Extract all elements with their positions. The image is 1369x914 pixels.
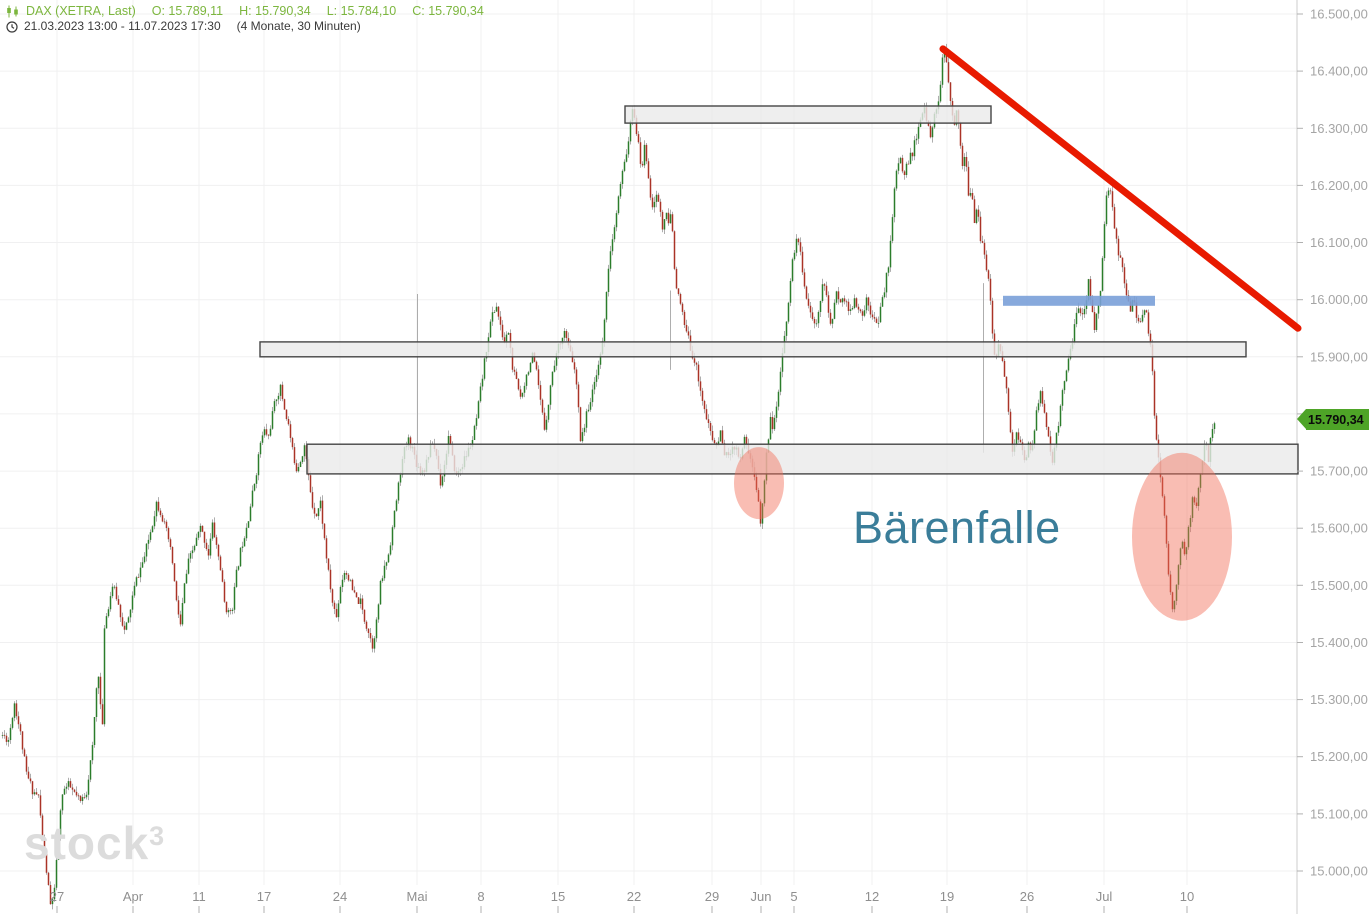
candlestick-icon [6, 5, 20, 18]
x-axis-label: Apr [123, 889, 144, 904]
y-axis-label: 16.300,00 [1310, 121, 1368, 136]
x-axis-label: 27 [50, 889, 64, 904]
stock3-watermark: stock3 [24, 817, 165, 869]
candlesticks[interactable] [1, 43, 1216, 910]
chart-legend: DAX (XETRA, Last) O: 15.789,11 H: 15.790… [6, 4, 494, 34]
zone-rectangle[interactable] [306, 443, 1299, 475]
candle-wicks [2, 43, 1215, 910]
resistance-zones[interactable] [259, 105, 1299, 475]
date-range: 21.03.2023 13:00 - 11.07.2023 17:30 [24, 19, 221, 33]
axis-labels: 16.500,00 16.400,00 16.300,00 16.200,00 16.1… [50, 7, 1368, 913]
price-tag-arrow-icon [1297, 409, 1306, 429]
x-axis-label: Mai [407, 889, 428, 904]
ohlc-low: L: 15.784,10 [326, 4, 397, 18]
down-candles [3, 49, 1210, 905]
y-axis-label: 15.600,00 [1310, 521, 1368, 536]
x-axis-label: 26 [1020, 889, 1034, 904]
y-axis-label: 16.500,00 [1310, 7, 1368, 22]
x-axis-label: 22 [627, 889, 641, 904]
instrument-row: DAX (XETRA, Last) O: 15.789,11 H: 15.790… [6, 4, 494, 19]
y-axis-label: 16.000,00 [1310, 292, 1368, 307]
x-axis-label: 24 [333, 889, 347, 904]
timeframe: (4 Monate, 30 Minuten) [236, 19, 361, 33]
x-axis-label: 17 [257, 889, 271, 904]
y-axis-label: 15.200,00 [1310, 749, 1368, 764]
y-axis-label: 16.200,00 [1310, 178, 1368, 193]
bear-trap-ellipse[interactable] [734, 447, 784, 520]
y-axis-label: 15.700,00 [1310, 464, 1368, 479]
y-axis-label: 15.500,00 [1310, 578, 1368, 593]
x-axis-label: 8 [477, 889, 484, 904]
range-row: 21.03.2023 13:00 - 11.07.2023 17:30 (4 M… [6, 19, 494, 34]
y-axis-label: 15.300,00 [1310, 692, 1368, 707]
y-axis-label: 16.400,00 [1310, 64, 1368, 79]
up-candles [1, 49, 1216, 905]
y-axis-label: 15.400,00 [1310, 635, 1368, 650]
x-axis-label: 11 [192, 889, 206, 904]
x-axis-label: Jun [751, 889, 772, 904]
x-axis-label: 19 [940, 889, 954, 904]
zone-rectangle[interactable] [624, 105, 992, 124]
blue-highlight-line[interactable] [1003, 295, 1155, 306]
zone-rectangle[interactable] [259, 341, 1247, 358]
ohlc-open: O: 15.789,11 [151, 4, 224, 18]
downtrend-line[interactable] [939, 45, 1302, 332]
ohlc-high: H: 15.790,34 [239, 4, 311, 18]
y-axis-label: 15.900,00 [1310, 349, 1368, 364]
instrument-name: DAX (XETRA, Last) [26, 4, 136, 18]
y-axis-label: 15.000,00 [1310, 864, 1368, 879]
last-price-tag: 15.790,34 [1297, 409, 1369, 430]
bear-trap-label[interactable]: Bärenfalle [853, 502, 1061, 553]
y-axis-label: 16.100,00 [1310, 235, 1368, 250]
x-axis-label: 29 [705, 889, 719, 904]
x-axis-label: Jul [1096, 889, 1113, 904]
price-tag-value: 15.790,34 [1306, 409, 1369, 430]
x-axis-label: 12 [865, 889, 879, 904]
gridlines [0, 0, 1297, 885]
y-axis-label: 15.100,00 [1310, 806, 1368, 821]
bear-trap-ellipse[interactable] [1132, 452, 1232, 621]
ohlc-close: C: 15.790,34 [412, 4, 484, 18]
x-axis-label: 15 [551, 889, 565, 904]
clock-icon [6, 20, 18, 33]
x-axis-label: 5 [790, 889, 797, 904]
x-axis-label: 10 [1180, 889, 1194, 904]
